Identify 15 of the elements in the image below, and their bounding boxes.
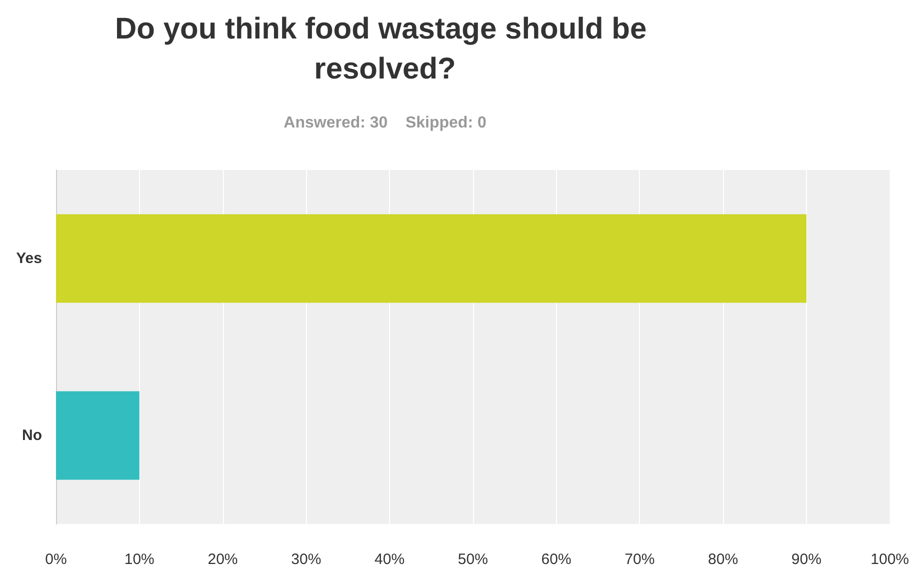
y-tick-label: No	[22, 427, 42, 444]
x-tick-label: 20%	[208, 551, 238, 568]
x-tick-label: 70%	[624, 551, 655, 568]
x-tick-label: 100%	[870, 551, 910, 568]
x-tick-label: 50%	[458, 551, 488, 568]
x-tick-label: 0%	[45, 551, 67, 568]
x-tick-label: 30%	[291, 551, 322, 568]
y-tick-label: Yes	[16, 250, 42, 267]
x-tick-label: 60%	[541, 551, 572, 568]
chart-title: Do you think food wastage should be resolved?	[114, 12, 656, 86]
x-tick-label: 90%	[791, 551, 822, 568]
x-tick-label: 10%	[124, 551, 154, 568]
x-tick-label: 40%	[374, 551, 405, 568]
chart-subtitle: Answered: 30 Skipped: 0	[284, 114, 486, 132]
x-tick-label: 80%	[708, 551, 738, 568]
